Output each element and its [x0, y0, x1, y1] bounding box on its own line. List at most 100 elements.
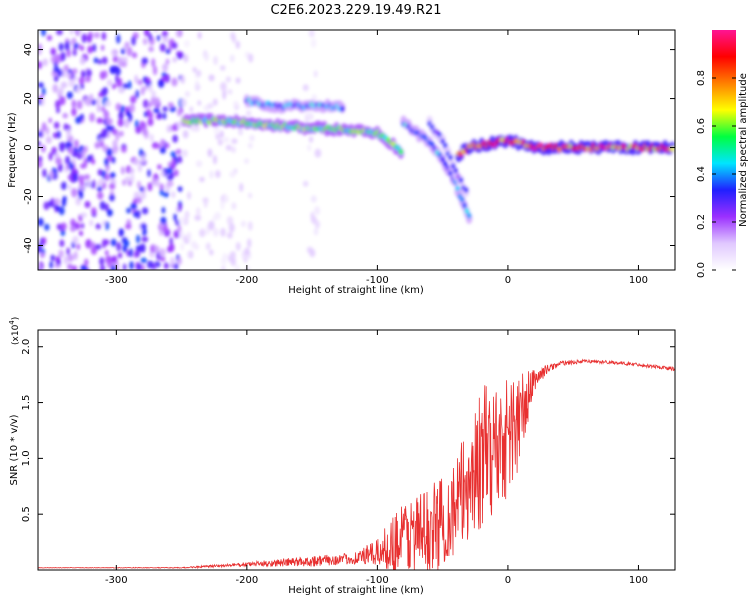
- spectrogram-cell: [115, 66, 121, 76]
- spectrogram-cell: [52, 132, 58, 139]
- spectrogram-cell: [48, 152, 53, 161]
- spectrogram-cell: [63, 64, 69, 72]
- spectrogram-cell: [92, 43, 97, 52]
- spectrogram-cell: [245, 110, 252, 117]
- spectrogram-cell: [92, 179, 96, 189]
- spectrogram-cell: [466, 212, 472, 219]
- spectrogram-cell: [45, 126, 50, 136]
- spectrogram-cell: [56, 107, 61, 114]
- spectrogram-cell: [39, 252, 45, 259]
- spectrogram-cell: [58, 249, 64, 258]
- spectrogram-cell: [165, 48, 171, 55]
- spectrogram-cell: [140, 86, 145, 96]
- spectrogram-cell: [149, 244, 156, 254]
- spectrogram-cell: [90, 207, 97, 215]
- spectrogram-cell: [217, 138, 223, 146]
- y-tick-label: 0.5: [21, 506, 32, 522]
- spectrogram-cell: [97, 58, 102, 65]
- spectrogram-cell: [162, 36, 169, 43]
- spectrogram-cell: [59, 239, 65, 248]
- spectrogram-cell: [78, 230, 84, 237]
- spectrogram-cell: [76, 100, 83, 110]
- spectrogram-cell: [153, 245, 160, 253]
- spectrogram-cell: [105, 163, 110, 173]
- spectrogram-cell: [38, 244, 42, 254]
- colorbar-tick-label: 0.8: [696, 70, 707, 86]
- snr-y-ticks: 0.5 1.0 1.5 2.0: [21, 339, 675, 522]
- spectrogram-cell: [121, 56, 128, 63]
- spectrogram-cell: [175, 30, 180, 37]
- spectrogram-cell: [148, 46, 154, 52]
- spectrogram-cell: [62, 112, 69, 119]
- spectrogram-cell: [72, 236, 79, 244]
- spectrogram-cell: [76, 30, 82, 34]
- spectrogram-cell: [121, 179, 127, 186]
- spectrogram-cell: [138, 148, 143, 158]
- spectrogram-cell: [443, 161, 448, 167]
- spectrogram-cell: [96, 186, 103, 192]
- y-tick-label: -20: [23, 188, 34, 204]
- spectrogram-cell: [66, 91, 73, 99]
- spectrogram-cell: [157, 112, 162, 120]
- spectrogram-cell: [53, 121, 60, 129]
- spectrogram-cell: [104, 249, 109, 256]
- x-tick-label: 0: [505, 575, 511, 586]
- spectrogram-cell: [75, 86, 81, 94]
- spectrogram-cell: [67, 72, 72, 80]
- spectrogram-y-label: Frequency (Hz): [7, 112, 18, 188]
- spectrogram-cell: [226, 216, 233, 226]
- spectrogram-cell: [55, 205, 61, 212]
- spectrogram-cell: [71, 151, 78, 158]
- spectrogram-cell: [159, 188, 164, 196]
- spectrogram-cell: [212, 215, 217, 222]
- spectrogram-cell: [222, 90, 227, 100]
- spectrogram-cell: [135, 209, 141, 219]
- spectrogram-cell: [94, 142, 101, 149]
- spectrogram-cell: [67, 263, 73, 270]
- snr-x-label: Height of straight line (km): [288, 585, 424, 596]
- spectrogram-cell: [178, 202, 182, 212]
- spectrogram-cell: [171, 191, 176, 199]
- spectrogram-cell: [213, 126, 221, 134]
- spectrogram-cell: [59, 95, 66, 106]
- spectrogram-cell: [71, 187, 78, 198]
- spectrogram-cell: [53, 197, 61, 206]
- spectrogram-cell: [71, 107, 77, 117]
- spectrogram-cell: [116, 242, 122, 252]
- spectrogram-cell: [207, 148, 213, 158]
- spectrogram-cell: [101, 31, 107, 41]
- spectrogram-cell: [71, 158, 76, 165]
- spectrogram-cell: [235, 77, 241, 84]
- spectrogram-cell: [63, 255, 69, 265]
- spectrogram-cell: [99, 257, 105, 266]
- spectrogram-cell: [117, 118, 124, 127]
- spectrogram-cell: [220, 227, 226, 237]
- spectrogram-cell: [235, 241, 241, 251]
- spectrogram-cell: [186, 231, 192, 242]
- spectrogram-cell: [104, 203, 109, 212]
- spectrogram-cell: [462, 202, 467, 209]
- spectrogram-cell: [42, 58, 48, 67]
- spectrogram-cell: [142, 37, 148, 46]
- spectrogram-cell: [106, 117, 113, 125]
- spectrogram-cell: [56, 130, 61, 139]
- spectrogram-y-ticks: 40 20 0 -20 -40: [23, 43, 675, 254]
- spectrogram-cell: [44, 223, 50, 231]
- spectrogram-cell: [105, 255, 112, 264]
- spectrogram-cell: [247, 221, 253, 231]
- colorbar-tick-label: 0.4: [696, 166, 707, 182]
- spectrogram-cell: [89, 219, 94, 227]
- spectrogram-cell: [58, 86, 64, 96]
- spectrogram-cell: [104, 173, 110, 181]
- spectrogram-cell: [162, 224, 168, 234]
- spectrogram-x-label: Height of straight line (km): [288, 285, 424, 296]
- spectrogram-cell: [129, 95, 137, 104]
- spectrogram-cell: [109, 194, 115, 202]
- spectrogram-cell: [212, 98, 218, 106]
- spectrogram-cell: [80, 212, 88, 218]
- spectrogram-cell: [134, 249, 141, 258]
- spectrogram-cell: [103, 109, 109, 116]
- spectrogram-cell: [195, 207, 201, 216]
- spectrogram-cell: [160, 216, 167, 225]
- spectrogram-blobs: [38, 30, 675, 270]
